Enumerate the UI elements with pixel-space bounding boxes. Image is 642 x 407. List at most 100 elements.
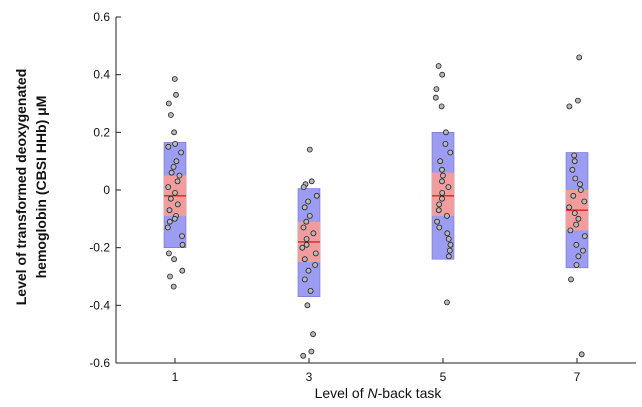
- axes: 0.6 0.4 0.2 0 -0.2 -0.4 -0.6 1 3 5 7: [89, 10, 636, 384]
- data-point-5-16: [435, 207, 442, 214]
- data-point-7-4: [571, 158, 578, 165]
- data-point-5-3: [432, 94, 439, 101]
- data-point-1-13: [165, 184, 172, 191]
- group-5: [431, 63, 455, 306]
- data-point-3-14: [312, 250, 319, 257]
- data-point-3-21: [310, 331, 317, 338]
- y-tick-label-1: 0.4: [93, 68, 110, 82]
- data-point-7-12: [571, 210, 578, 217]
- data-point-3-1: [308, 178, 315, 185]
- data-point-1-25: [171, 256, 178, 263]
- y-axis-label: Level of transformed deoxygenated hemogl…: [13, 69, 49, 306]
- data-point-3-8: [303, 218, 310, 225]
- data-point-1-12: [174, 178, 181, 185]
- data-point-5-25: [444, 299, 450, 306]
- data-point-1-22: [179, 233, 185, 240]
- data-point-7-15: [567, 227, 574, 234]
- data-point-5-19: [436, 224, 443, 231]
- data-point-1-11: [176, 172, 183, 179]
- data-point-5-8: [437, 158, 444, 165]
- y-axis-label-line-2: hemoglobin (CBSI HHb) μM: [33, 96, 49, 279]
- data-point-7-13: [575, 215, 582, 222]
- y-tick-label-4: -0.2: [89, 241, 110, 255]
- data-point-1-17: [166, 207, 173, 214]
- y-tick-label-2: 0.2: [93, 125, 110, 139]
- data-point-1-6: [165, 143, 172, 150]
- data-point-1-2: [165, 100, 172, 107]
- data-point-3-17: [305, 267, 312, 274]
- data-point-7-11: [566, 204, 572, 211]
- data-point-5-11: [439, 178, 445, 185]
- data-point-3-0: [306, 146, 313, 153]
- data-point-7-7: [577, 181, 583, 188]
- data-point-5-20: [444, 230, 451, 237]
- data-point-5-23: [446, 247, 453, 254]
- data-point-7-9: [570, 192, 577, 199]
- data-point-3-18: [301, 276, 308, 283]
- y-tick-label-0: 0.6: [93, 10, 110, 24]
- data-point-5-12: [445, 184, 452, 191]
- x-tick-label-7: 7: [574, 370, 581, 384]
- data-point-5-21: [445, 236, 452, 242]
- data-point-5-18: [434, 218, 441, 225]
- data-point-5-4: [438, 103, 445, 110]
- data-point-1-4: [171, 129, 178, 136]
- data-point-7-22: [578, 351, 585, 358]
- group-7: [565, 54, 589, 358]
- data-point-1-16: [174, 201, 181, 208]
- data-point-5-17: [443, 212, 450, 219]
- data-point-3-6: [301, 204, 308, 211]
- data-point-1-8: [173, 158, 180, 165]
- data-point-1-5: [172, 140, 179, 147]
- data-point-1-20: [166, 218, 173, 225]
- data-point-1-14: [172, 189, 178, 196]
- data-point-1-23: [179, 241, 186, 248]
- data-point-7-10: [581, 198, 588, 205]
- data-point-1-15: [167, 195, 174, 202]
- data-point-7-8: [577, 187, 584, 193]
- data-point-3-9: [300, 224, 307, 231]
- plot-area: [163, 54, 589, 359]
- y-tick-label-6: -0.6: [89, 356, 110, 370]
- y-tick-label-3: 0: [103, 183, 110, 197]
- data-point-5-22: [447, 241, 454, 248]
- data-point-3-7: [306, 212, 313, 219]
- data-point-3-19: [307, 287, 314, 294]
- data-point-5-13: [439, 189, 446, 196]
- data-point-7-20: [573, 262, 580, 268]
- data-point-7-3: [571, 152, 578, 159]
- data-point-5-7: [447, 149, 454, 156]
- data-point-3-16: [312, 262, 319, 268]
- data-point-1-3: [167, 112, 174, 118]
- data-point-1-19: [171, 215, 178, 222]
- x-axis-label-part-3: -back task: [378, 385, 443, 401]
- data-point-5-24: [445, 253, 452, 260]
- data-point-1-21: [164, 224, 171, 231]
- data-point-3-11: [303, 236, 310, 242]
- data-point-5-5: [442, 129, 449, 136]
- data-point-5-14: [439, 195, 445, 202]
- data-point-3-3: [300, 184, 307, 191]
- data-point-5-9: [439, 166, 445, 173]
- data-point-3-5: [305, 198, 312, 205]
- x-axis-label: Level of N-back task: [315, 385, 443, 401]
- data-point-7-19: [575, 253, 582, 260]
- data-point-3-22: [308, 348, 315, 355]
- data-point-7-17: [573, 241, 580, 248]
- group-3: [297, 146, 321, 359]
- x-tick-label-1: 1: [172, 370, 179, 384]
- data-point-5-1: [439, 71, 446, 78]
- data-point-1-1: [173, 91, 179, 98]
- data-point-5-15: [436, 201, 443, 208]
- data-point-1-0: [171, 76, 178, 82]
- x-axis-label-part-1: Level of: [315, 385, 368, 401]
- x-axis-label-part-2: N: [368, 385, 379, 401]
- data-point-1-28: [170, 283, 177, 290]
- data-point-7-5: [569, 166, 576, 173]
- data-point-1-7: [178, 149, 185, 156]
- data-point-7-21: [568, 276, 574, 283]
- data-point-7-14: [573, 221, 579, 228]
- data-point-7-6: [572, 175, 579, 182]
- data-point-5-10: [439, 172, 446, 179]
